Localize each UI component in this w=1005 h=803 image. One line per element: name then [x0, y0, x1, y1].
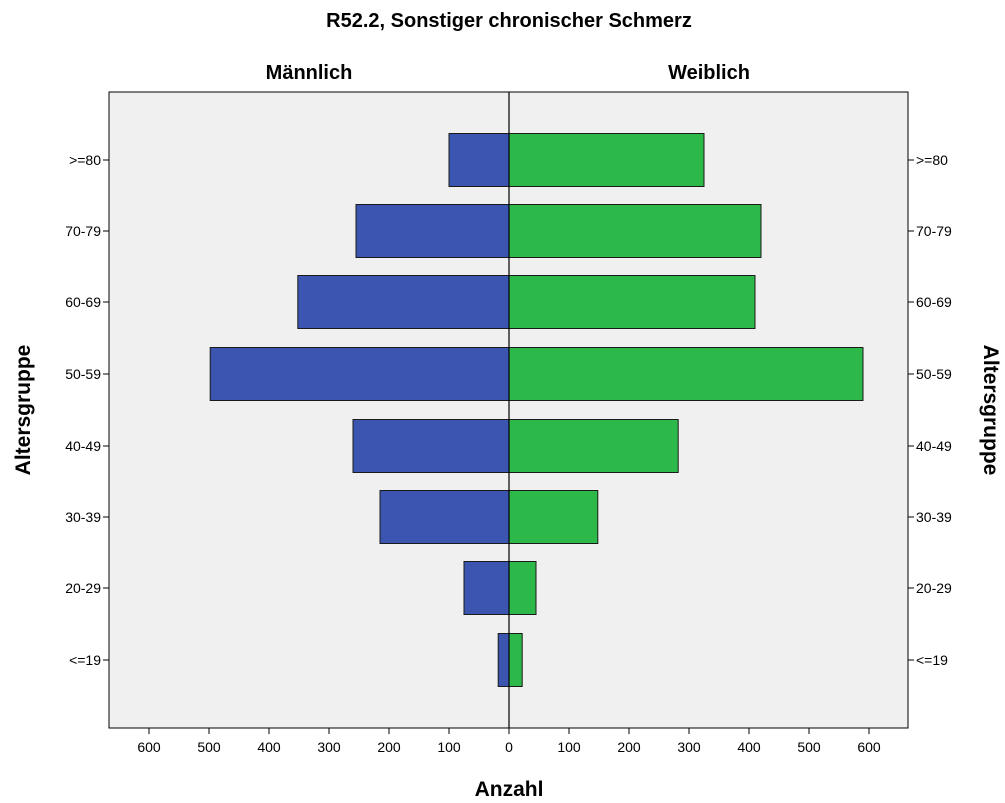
- y-tick-label-right: 70-79: [916, 223, 952, 239]
- male-bar-70-79: [355, 204, 510, 258]
- y-tick-label-left: 30-39: [65, 509, 101, 525]
- y-axis-title-right: Altersgruppe: [979, 345, 1002, 476]
- male-bar-30-39: [379, 490, 510, 544]
- x-axis-title: Anzahl: [475, 778, 544, 801]
- y-tick-label-right: 30-39: [916, 509, 952, 525]
- male-bar->=80: [448, 133, 510, 187]
- y-tick-label-left: 60-69: [65, 294, 101, 310]
- y-tick-label-right: 20-29: [916, 580, 952, 596]
- y-tick-label-left: 20-29: [65, 580, 101, 596]
- x-tick-label: 200: [617, 739, 641, 755]
- y-tick-label-left: >=80: [69, 152, 101, 168]
- y-tick-label-left: 50-59: [65, 366, 101, 382]
- x-tick-label: 500: [797, 739, 821, 755]
- female-bar-30-39: [508, 490, 599, 544]
- female-bar-20-29: [508, 561, 537, 615]
- x-tick-label: 500: [197, 739, 221, 755]
- male-bar-50-59: [209, 347, 510, 401]
- x-tick-label: 100: [437, 739, 461, 755]
- y-axis-title-left: Altersgruppe: [12, 345, 35, 476]
- x-ticks-group: 600 500 400 300 200 100 0 100 200 300 400 500 600: [137, 728, 881, 755]
- x-tick-label: 300: [677, 739, 701, 755]
- y-tick-label-left: 40-49: [65, 438, 101, 454]
- x-tick-label: 300: [317, 739, 341, 755]
- x-tick-label: 400: [737, 739, 761, 755]
- female-series-title: Weiblich: [668, 62, 750, 84]
- female-bar-40-49: [508, 419, 679, 473]
- female-bar->=80: [508, 133, 705, 187]
- female-bar-60-69: [508, 275, 756, 329]
- y-tick-label-left: <=19: [69, 652, 101, 668]
- female-bar-50-59: [508, 347, 864, 401]
- male-bar-40-49: [352, 419, 510, 473]
- male-bar-60-69: [297, 275, 510, 329]
- y-tick-label-right: 60-69: [916, 294, 952, 310]
- x-tick-label: 600: [857, 739, 881, 755]
- x-tick-label: 100: [557, 739, 581, 755]
- male-bar-<=19: [497, 633, 510, 687]
- x-tick-label: 400: [257, 739, 281, 755]
- x-tick-label: 600: [137, 739, 161, 755]
- female-bar-70-79: [508, 204, 762, 258]
- x-tick-label: 200: [377, 739, 401, 755]
- female-bar-<=19: [508, 633, 523, 687]
- y-tick-label-right: 50-59: [916, 366, 952, 382]
- chart-title: R52.2, Sonstiger chronischer Schmerz: [326, 10, 692, 32]
- bars-group: [209, 133, 864, 687]
- y-tick-label-right: >=80: [916, 152, 948, 168]
- male-series-title: Männlich: [266, 62, 353, 84]
- male-bar-20-29: [463, 561, 510, 615]
- y-ticks-group: <=19 <=19 20-29 20-29 30-39 30-39 40-49 40-49 50…: [65, 152, 952, 668]
- y-tick-label-right: 40-49: [916, 438, 952, 454]
- x-tick-label: 0: [505, 739, 513, 755]
- y-tick-label-right: <=19: [916, 652, 948, 668]
- y-tick-label-left: 70-79: [65, 223, 101, 239]
